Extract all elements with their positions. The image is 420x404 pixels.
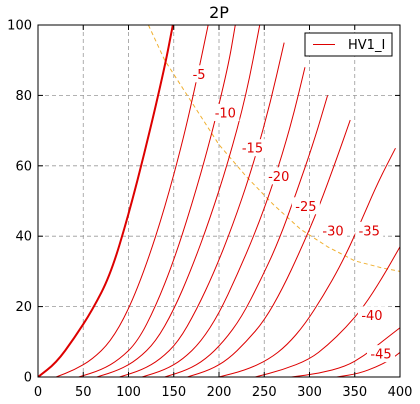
y-tick-label: 40 <box>15 230 32 245</box>
legend: HV1_I <box>304 32 393 57</box>
y-tick-label: 60 <box>15 159 32 174</box>
curve-label: -35 <box>359 224 380 239</box>
y-tick-label: 100 <box>7 19 32 34</box>
curve-label-bg <box>291 197 320 215</box>
curve-label: -40 <box>361 309 382 324</box>
legend-label: HV1_I <box>348 38 385 53</box>
y-tick-label: 0 <box>24 371 32 386</box>
x-tick-label: 400 <box>388 385 413 400</box>
curve-label-bg <box>319 221 348 239</box>
grid-layer <box>38 25 400 377</box>
y-tick-label: 80 <box>15 89 32 104</box>
curve-label-bg <box>211 104 240 121</box>
x-tick-label: 350 <box>342 385 367 400</box>
grid-voltage-curve <box>38 25 174 377</box>
load-line <box>147 25 400 272</box>
x-tick-label: 150 <box>161 385 186 400</box>
x-tick-label: 0 <box>34 385 42 400</box>
load-line-layer <box>147 25 400 272</box>
legend-box <box>304 32 393 57</box>
curve-label: -15 <box>242 142 263 157</box>
axis-ticks: 0 50 100 150 200 250 300 350 400 0 20 40 60 80 100 <box>7 19 412 401</box>
curve-label: -45 <box>370 348 391 363</box>
grid-voltage-curve <box>218 147 396 377</box>
curve-label-layer: -5 -10 -15 -20 -25 -30 -35 -40 -45 <box>185 65 395 363</box>
curve-label: -25 <box>295 200 316 215</box>
x-tick-label: 100 <box>116 385 141 400</box>
grid-voltage-curve <box>119 42 285 377</box>
curve-label: -10 <box>215 107 236 122</box>
curve-label-bg <box>238 139 267 157</box>
grid-voltage-curve <box>255 246 400 377</box>
x-tick-label: 200 <box>207 385 232 400</box>
x-tick-label: 300 <box>297 385 322 400</box>
chart-title: 2P <box>209 3 229 22</box>
grid-voltage-curve <box>55 25 209 377</box>
curve-label-bg <box>357 306 386 324</box>
grid-voltage-curve <box>96 25 261 377</box>
x-tick-label: 50 <box>75 385 92 400</box>
x-tick-label: 250 <box>252 385 277 400</box>
curve-label: -5 <box>193 68 206 83</box>
curve-label: -20 <box>268 170 289 185</box>
grid-voltage-curve <box>164 95 329 377</box>
grid-voltage-curve <box>187 119 351 377</box>
curve-label: -30 <box>322 224 343 239</box>
curve-label-bg <box>264 167 293 185</box>
curve-label-bg <box>366 345 395 363</box>
y-tick-label: 20 <box>15 300 32 315</box>
curve-label-bg <box>355 221 384 239</box>
curve-label-bg <box>185 65 214 83</box>
grid-voltage-curve <box>78 25 236 377</box>
